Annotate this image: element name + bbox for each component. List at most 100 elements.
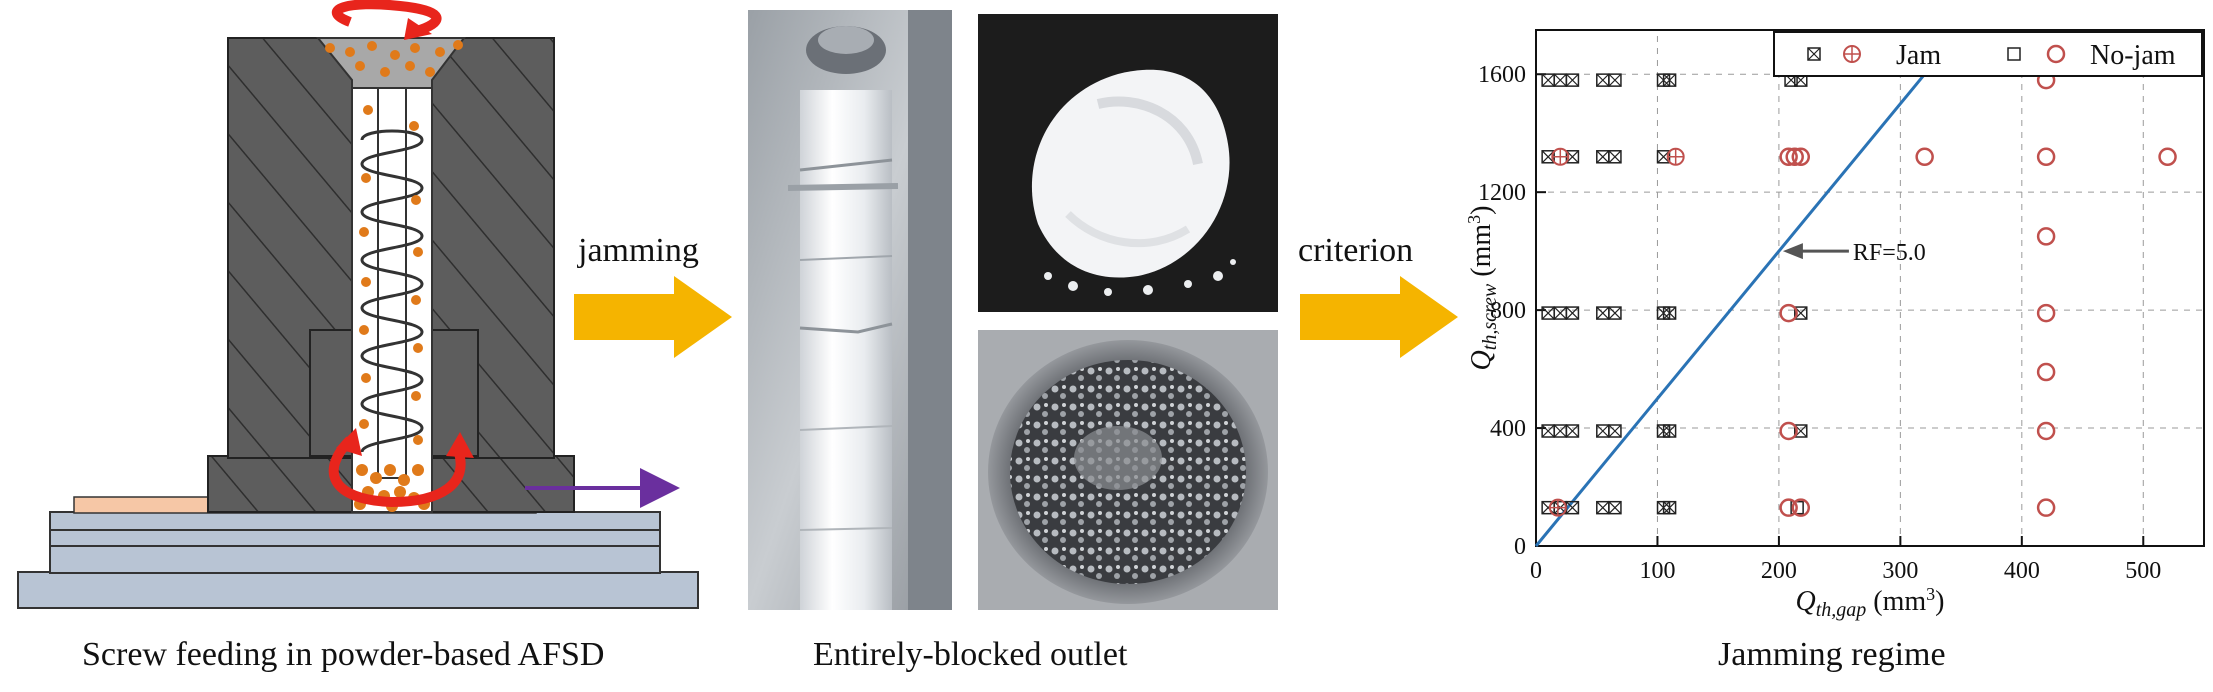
x-label-unit-end: ) [1935, 586, 1944, 617]
criterion-arrow-label: criterion [1298, 232, 1414, 269]
nojam-circle-marker [1915, 147, 1934, 167]
marker-cross [1553, 306, 1567, 320]
x-tick-label: 300 [1882, 558, 1918, 584]
jamming-arrow-label: jamming [578, 232, 699, 269]
marker-cross [1541, 306, 1555, 320]
afsd-schematic [17, 0, 699, 609]
grid-layer [1536, 30, 2204, 546]
rf-annotation: RF=5.0 [1782, 240, 1926, 266]
top-rotation-arrow [331, 0, 442, 35]
marker-cross [1608, 424, 1622, 438]
jam-box-marker [1596, 150, 1610, 164]
legend-nojam-label: No-jam [2090, 40, 2176, 71]
y-tick-label: 1200 [1478, 180, 1526, 206]
marker-circle [1779, 303, 1798, 323]
legend-nojam-circle-marker [2046, 44, 2066, 64]
nojam-circle-marker [2036, 227, 2056, 246]
marker-box [1608, 500, 1622, 515]
nojam-circle-marker [2036, 421, 2056, 441]
marker-cross [1596, 424, 1610, 438]
marker-circle [1785, 147, 1804, 167]
y-tick-label: 400 [1490, 416, 1526, 442]
marker-cross [1596, 73, 1610, 87]
criterion-line [1534, 73, 1926, 547]
substrate-layer-1 [49, 511, 661, 531]
jam-box-marker [1662, 306, 1677, 320]
jam-box-marker [1596, 73, 1610, 87]
points-layer [1541, 70, 2177, 517]
marker-box [1608, 424, 1622, 438]
chart-legend: Jam No-jam [1773, 31, 2203, 77]
y-label-unit-end: ) [1466, 206, 1497, 215]
jamming-flow-arrow [574, 276, 732, 358]
jam-box-marker [1662, 73, 1677, 87]
jam-box-marker [1565, 424, 1580, 438]
y-label-unit-sup: 3 [1464, 215, 1484, 224]
marker-cross [1541, 73, 1555, 87]
marker-cross [1596, 306, 1610, 320]
marker-box [1662, 500, 1677, 515]
x-label-sub: th,gap [1816, 599, 1867, 621]
y-tick-label: 800 [1490, 298, 1526, 324]
marker-cross [1566, 306, 1579, 320]
y-label-sub: th,screw [1479, 283, 1501, 350]
nojam-circle-marker [1779, 147, 1798, 167]
base-plate [17, 571, 699, 609]
marker-circle [1779, 421, 1798, 441]
marker-circle [2036, 498, 2056, 517]
marker-cross [1566, 501, 1579, 515]
marker-circle [1779, 498, 1798, 517]
nojam-circle-marker [1779, 498, 1798, 517]
marker-box [1565, 424, 1580, 438]
powder-pile-photo [978, 14, 1278, 312]
marker-cross [1608, 73, 1622, 87]
nojam-circle-marker [1791, 498, 1811, 517]
y-label-unit: (mm [1466, 224, 1497, 284]
x-label-unit: (mm [1866, 586, 1926, 617]
marker-cross [1657, 150, 1670, 164]
nojam-circle-marker [2158, 147, 2177, 167]
marker-cross [1553, 424, 1567, 438]
marker-cross [1663, 501, 1677, 515]
jam-box-marker [1608, 150, 1622, 164]
y-tick-label: 0 [1514, 534, 1526, 560]
bottom-rotation-arrowhead-left [336, 428, 362, 456]
legend-jam-label: Jam [1896, 40, 1941, 71]
marker-circle [2036, 362, 2056, 382]
x-tick-label: 100 [1639, 558, 1675, 584]
tick-layer: 0 100 200 300 400 500 0 400 800 1200 1600 [1478, 62, 2161, 584]
marker-box [1608, 150, 1622, 164]
marker-box [1565, 73, 1580, 87]
marker-cross [1663, 73, 1677, 87]
substrate-layer-3 [49, 544, 661, 574]
blocked-outlet-photo [978, 330, 1278, 610]
criterion-flow-arrow [1300, 276, 1458, 358]
jam-box-marker [1553, 306, 1568, 320]
blocked-tube-photo [748, 10, 952, 610]
marker-cross [1541, 150, 1555, 164]
bottom-rotation-arrowhead-right [446, 432, 474, 458]
marker-cross [1608, 150, 1622, 164]
jam-circle-marker [1666, 147, 1685, 166]
marker-box [1662, 306, 1677, 320]
marker-box [1794, 306, 1808, 320]
jam-box-marker [1608, 306, 1622, 320]
jam-box-marker [1662, 500, 1677, 515]
x-axis-label: Qth,gap (mm3) [1795, 584, 1944, 621]
jam-box-marker [1553, 424, 1568, 438]
screw-flights [360, 129, 424, 453]
rf-label: RF=5.0 [1853, 240, 1926, 266]
y-axis-label: Qth,screw (mm3) [1464, 206, 1501, 371]
x-tick-label: 400 [2004, 558, 2040, 584]
marker-box [1662, 424, 1677, 438]
legend-jam-box-marker [1807, 47, 1821, 61]
marker-circle [2036, 227, 2056, 246]
plot-frame [1535, 29, 2205, 547]
jam-box-marker [1565, 306, 1580, 320]
y-tick-label: 1600 [1478, 62, 1526, 88]
x-label-unit-sup: 3 [1926, 584, 1935, 604]
jam-box-marker [1541, 73, 1555, 87]
powder-particles [325, 40, 463, 512]
jam-box-marker [1541, 424, 1555, 438]
marker-cross [1541, 424, 1555, 438]
